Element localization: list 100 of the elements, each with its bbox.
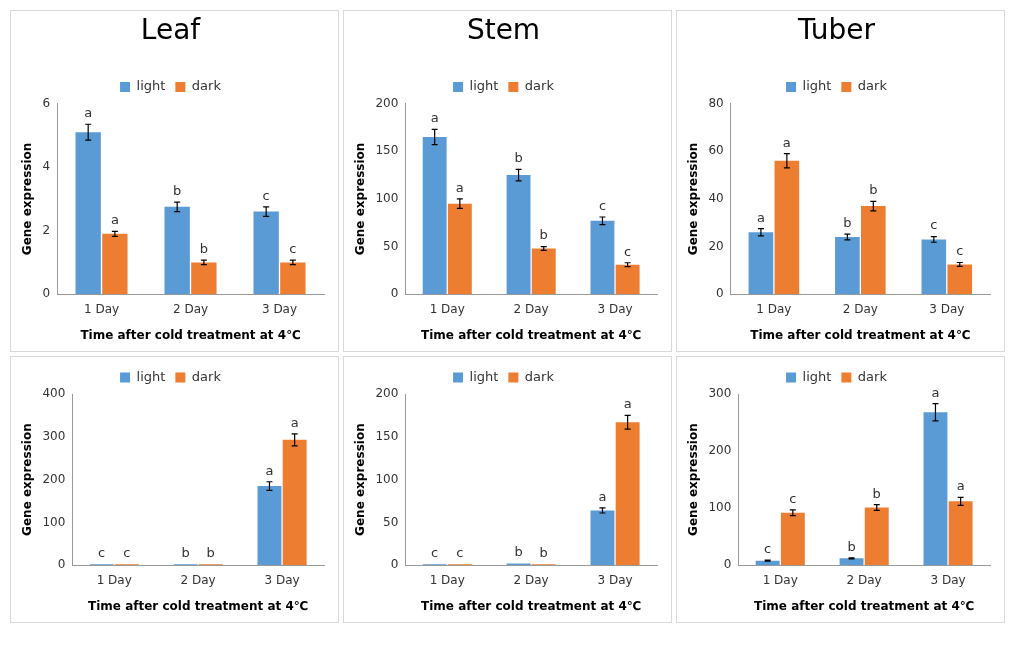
y-tick-label: 0 — [57, 557, 66, 572]
bar — [774, 160, 800, 295]
y-tick-label: 50 — [383, 238, 399, 253]
x-axis-title: Time after cold treatment at 4℃ — [80, 327, 301, 342]
x-tick-label: 2 Day — [180, 572, 216, 587]
data-label: a — [956, 478, 965, 494]
y-tick-label: 100 — [375, 471, 399, 486]
x-axis-title: Time after cold treatment at 4℃ — [750, 327, 971, 342]
x-tick-label: 3 Day — [597, 572, 633, 587]
data-label: a — [598, 488, 607, 504]
legend-label: light — [136, 368, 166, 384]
y-axis-title: Gene expression — [353, 142, 368, 256]
data-label: a — [84, 105, 93, 121]
y-tick-label: 0 — [42, 286, 51, 301]
y-tick-label: 150 — [375, 143, 399, 158]
data-label: b — [847, 538, 856, 554]
bar — [615, 422, 640, 566]
y-tick-label: 4 — [42, 159, 51, 174]
bar — [921, 239, 947, 295]
x-tick-label: 1 Day — [762, 572, 798, 587]
bar — [590, 510, 615, 566]
legend-label: light — [802, 368, 832, 384]
y-tick-label: 300 — [42, 428, 66, 443]
legend-label: dark — [191, 368, 222, 384]
data-label: b — [539, 227, 548, 243]
data-label: a — [623, 396, 632, 412]
y-tick-label: 200 — [375, 95, 399, 110]
x-tick-label: 3 Day — [597, 301, 633, 316]
data-label: a — [931, 384, 940, 400]
chart-title: Stem — [466, 13, 541, 47]
data-label: a — [430, 110, 439, 126]
x-tick-label: 1 Day — [429, 572, 465, 587]
y-tick-label: 50 — [383, 514, 399, 529]
bar — [948, 501, 973, 566]
y-tick-label: 400 — [42, 386, 66, 401]
bar — [590, 220, 615, 295]
legend-label: dark — [191, 78, 222, 94]
legend-label: dark — [524, 78, 555, 94]
x-tick-label: 1 Day — [83, 301, 120, 316]
chart-title: Tuber — [796, 13, 876, 47]
data-label: c — [764, 540, 772, 556]
bar — [164, 206, 190, 295]
legend-label: dark — [857, 368, 888, 384]
bar — [257, 486, 282, 566]
bar — [280, 262, 306, 295]
x-axis-title: Time after cold treatment at 4℃ — [754, 598, 975, 613]
x-tick-label: 1 Day — [756, 301, 792, 316]
legend-label: light — [469, 368, 499, 384]
bar — [860, 206, 886, 295]
bar — [864, 507, 889, 566]
bar — [253, 211, 279, 295]
y-tick-label: 2 — [42, 222, 51, 237]
x-tick-label: 2 Day — [513, 301, 549, 316]
y-tick-label: 100 — [42, 514, 66, 529]
bar — [947, 264, 973, 295]
bar — [923, 412, 948, 566]
x-axis-title: Time after cold treatment at 4℃ — [421, 327, 642, 342]
data-label: b — [181, 545, 190, 561]
legend-label: light — [136, 78, 166, 94]
data-label: a — [290, 414, 299, 430]
bar — [748, 232, 774, 295]
legend-label: dark — [857, 78, 888, 94]
data-label: c — [262, 187, 270, 203]
y-tick-label: 100 — [708, 500, 732, 515]
x-axis-title: Time after cold treatment at 4℃ — [88, 598, 309, 613]
x-tick-label: 1 Day — [96, 572, 132, 587]
y-tick-label: 0 — [390, 286, 399, 301]
x-tick-label: 2 Day — [842, 301, 878, 316]
data-label: c — [289, 241, 297, 257]
y-tick-label: 300 — [708, 386, 732, 401]
data-label: a — [782, 134, 791, 150]
data-label: c — [98, 545, 106, 561]
bar — [780, 512, 805, 566]
x-tick-label: 2 Day — [172, 301, 209, 316]
y-axis-title: Gene expression — [353, 423, 368, 536]
data-label: a — [756, 209, 765, 225]
bar — [615, 264, 640, 295]
y-tick-label: 60 — [708, 143, 724, 158]
y-tick-label: 200 — [708, 443, 732, 458]
y-tick-label: 100 — [375, 191, 399, 206]
data-label: a — [110, 212, 119, 228]
data-label: b — [199, 241, 208, 257]
bar — [506, 175, 531, 295]
data-label: a — [455, 179, 464, 195]
y-tick-label: 80 — [708, 95, 724, 110]
y-tick-label: 20 — [708, 238, 724, 253]
data-label: b — [539, 545, 548, 561]
x-tick-label: 3 Day — [261, 301, 298, 316]
data-label: b — [843, 215, 852, 231]
x-tick-label: 3 Day — [929, 301, 965, 316]
data-label: c — [624, 243, 632, 259]
y-tick-label: 0 — [716, 286, 724, 301]
y-tick-label: 0 — [723, 557, 732, 572]
y-tick-label: 0 — [390, 557, 399, 572]
data-label: c — [456, 545, 464, 561]
y-tick-label: 200 — [375, 386, 399, 401]
legend-label: light — [802, 78, 832, 94]
data-label: a — [265, 462, 274, 478]
data-label: b — [173, 182, 182, 198]
bar — [447, 203, 472, 295]
